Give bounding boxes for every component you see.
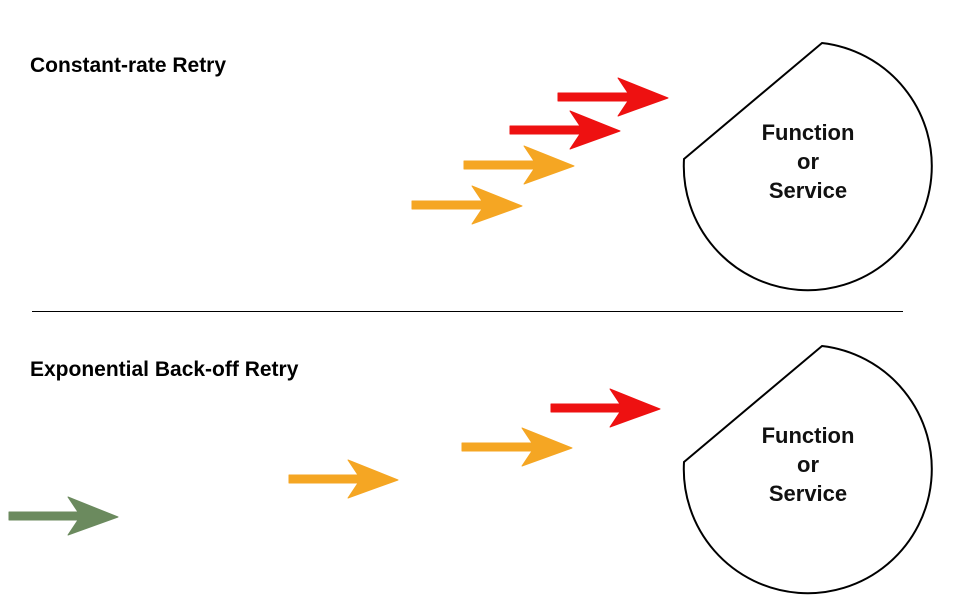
exponential-backoff-panel: Exponential Back-off Retry Function or S… [8,344,933,595]
retry-arrow [509,110,621,150]
target-label-line1: Function [762,120,855,145]
target-label-line2: or [797,149,819,174]
target-label-line3: Service [769,178,847,203]
function-service-target: Function or Service [682,41,933,292]
function-service-target: Function or Service [682,344,933,595]
retry-arrow [463,145,575,185]
constant-rate-arrows [411,77,669,225]
retry-arrow [288,459,399,499]
pacman-shape [682,344,933,595]
exponential-backoff-title: Exponential Back-off Retry [30,358,299,381]
constant-rate-title: Constant-rate Retry [30,54,226,77]
retry-arrow [411,185,523,225]
retry-arrow [550,388,661,428]
target-label-line1: Function [762,423,855,448]
exponential-backoff-arrows [8,388,661,536]
retry-arrow [461,427,573,467]
target-label-line3: Service [769,481,847,506]
retry-arrow [8,496,119,536]
target-label-line2: or [797,452,819,477]
constant-rate-panel: Constant-rate Retry Function or Service [30,41,933,292]
pacman-shape [682,41,933,292]
retry-arrow [557,77,669,117]
